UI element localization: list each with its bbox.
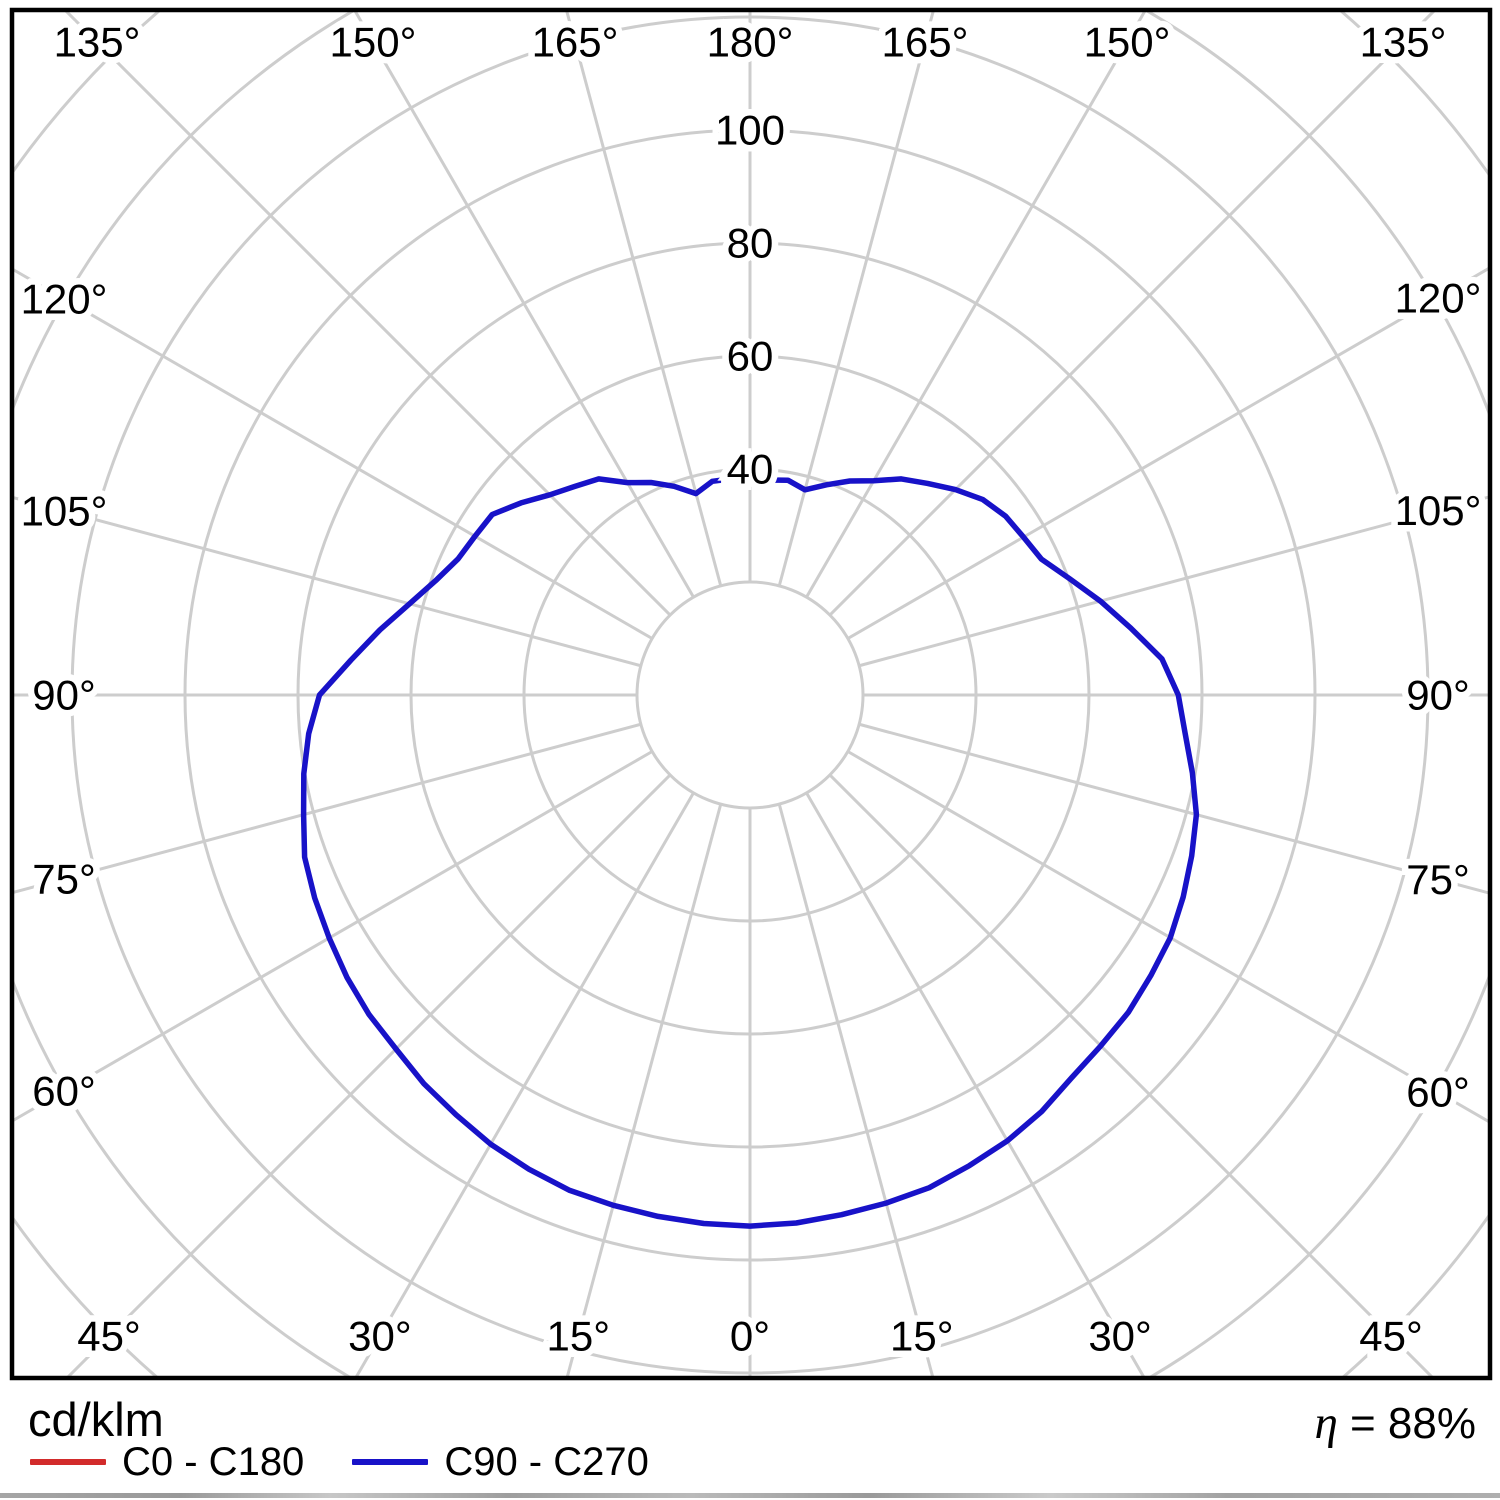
grid-spoke xyxy=(805,12,1147,598)
plot-frame xyxy=(9,7,1493,1381)
grid-spoke xyxy=(355,792,695,1376)
legend: C0 - C180 C90 - C270 xyxy=(30,1440,697,1484)
angle-label-105-left: 105° xyxy=(21,488,108,535)
units-label: cd/klm xyxy=(28,1393,164,1446)
angle-label-165-right: 165° xyxy=(882,19,969,66)
grid-spoke xyxy=(353,12,695,598)
radial-label-80: 80 xyxy=(727,220,774,267)
angle-label-30-left: 30° xyxy=(348,1313,412,1360)
grid-spoke xyxy=(828,12,1436,617)
grid-spoke xyxy=(847,750,1488,1123)
grid-spoke xyxy=(14,268,653,640)
efficiency-value: = 88% xyxy=(1337,1399,1476,1448)
angle-label-45-right: 45° xyxy=(1359,1313,1423,1360)
angle-label-120-left: 120° xyxy=(21,275,108,322)
angle-label-180: 180° xyxy=(707,19,794,66)
radial-label-60: 60 xyxy=(727,333,774,380)
angle-label-105-right: 105° xyxy=(1395,487,1482,534)
angle-label-90-right: 90° xyxy=(1406,672,1470,719)
angle-label-120-right: 120° xyxy=(1395,274,1482,321)
grid-spoke xyxy=(565,803,723,1376)
grid-spoke xyxy=(14,722,642,894)
grid-spoke xyxy=(66,773,672,1376)
angle-label-30-right: 30° xyxy=(1088,1313,1152,1360)
grid-spoke xyxy=(847,267,1488,640)
cropped-content-artifact xyxy=(0,1493,1500,1498)
legend-label-c0-c180: C0 - C180 xyxy=(122,1440,305,1484)
grid-spoke xyxy=(858,722,1488,895)
grid-spoke xyxy=(777,803,935,1376)
angle-label-150-left: 150° xyxy=(330,19,417,66)
grid-spoke xyxy=(565,12,723,587)
angle-label-135-left: 135° xyxy=(54,19,141,66)
efficiency-label: η = 88% xyxy=(1314,1396,1476,1450)
radial-tick-labels: 40 60 80 100 xyxy=(708,100,791,499)
radial-label-40: 40 xyxy=(727,446,774,493)
angle-label-75-left: 75° xyxy=(32,855,96,902)
grid-spoke xyxy=(858,495,1488,668)
angle-label-60-left: 60° xyxy=(32,1068,96,1115)
angle-label-45-left: 45° xyxy=(77,1313,141,1360)
angle-label-90-left: 90° xyxy=(32,672,96,719)
curve-c90-c270 xyxy=(300,476,1200,1229)
angle-tick-labels: 0° 15° 15° 30° 30° 45° 45° 60° 60° 75° 75° 90° 90° 10… xyxy=(14,12,1488,1366)
legend-label-c90-c270: C90 - C270 xyxy=(444,1440,649,1484)
radial-label-100: 100 xyxy=(715,107,785,154)
angle-label-165-left: 165° xyxy=(532,19,619,66)
angle-label-135-right: 135° xyxy=(1360,19,1447,66)
angle-label-15-left: 15° xyxy=(546,1313,610,1360)
eta-symbol: η xyxy=(1314,1397,1338,1449)
angle-label-75-right: 75° xyxy=(1406,856,1470,903)
grid-spoke xyxy=(828,773,1434,1376)
legend-swatch-c0-c180 xyxy=(30,1459,106,1465)
angle-label-60-right: 60° xyxy=(1406,1069,1470,1116)
angle-label-150-right: 150° xyxy=(1084,19,1171,66)
angle-label-15-right: 15° xyxy=(890,1313,954,1360)
grid-spoke xyxy=(64,12,672,617)
grid-spoke xyxy=(14,750,653,1122)
grid-spoke xyxy=(777,12,935,587)
grid-ring xyxy=(635,580,865,810)
legend-swatch-c90-c270 xyxy=(352,1459,429,1465)
grid-spoke xyxy=(805,792,1145,1376)
angle-label-0: 0° xyxy=(730,1313,770,1360)
grid-spoke xyxy=(14,496,642,668)
